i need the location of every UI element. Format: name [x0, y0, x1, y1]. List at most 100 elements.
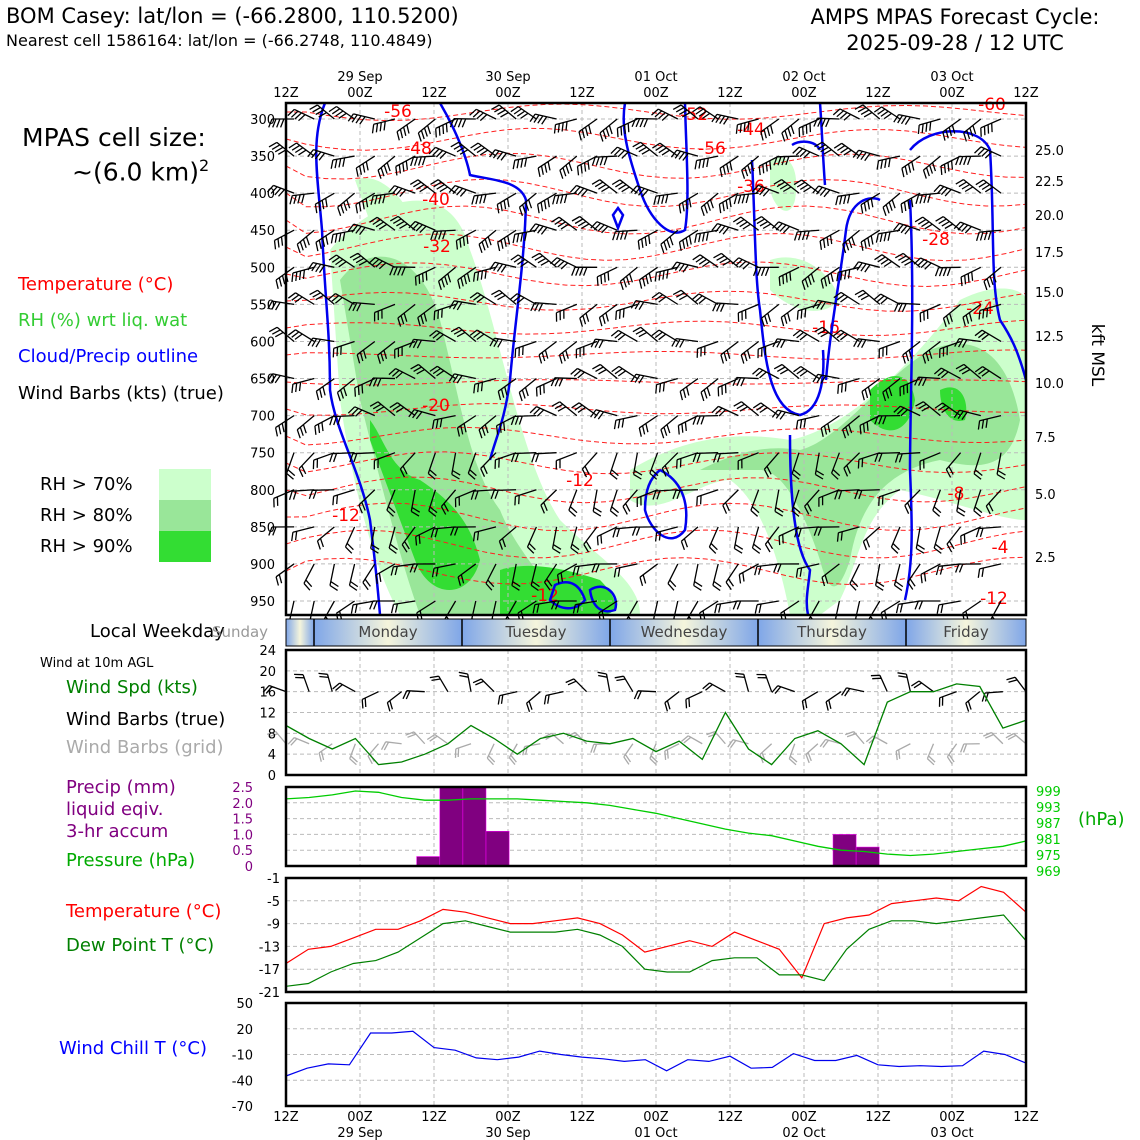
wind-barb	[919, 303, 941, 323]
wind-barb	[942, 303, 962, 327]
surface-wind-barb-true	[801, 691, 819, 710]
wind-barb	[613, 563, 638, 578]
wind-barb	[764, 526, 780, 553]
wind-barb	[287, 292, 315, 305]
wind-barb	[932, 489, 942, 517]
wind-barb	[350, 600, 375, 614]
wind-barb	[328, 254, 355, 268]
wind-barb	[819, 229, 840, 250]
wind-barb	[555, 452, 578, 470]
wind-barb	[899, 377, 921, 397]
wind-barb	[591, 179, 618, 194]
wind-barb	[390, 563, 416, 576]
wind-barb	[472, 266, 497, 282]
wind-barb	[907, 563, 921, 590]
wind-barb	[510, 254, 537, 268]
wind-barb	[935, 216, 962, 231]
wind-barb	[612, 526, 638, 538]
wind-barb	[738, 563, 759, 584]
wind-barb	[731, 257, 759, 270]
wind-barb	[758, 155, 780, 176]
cloud-outline-path	[909, 130, 1028, 381]
wind-barb	[510, 414, 537, 426]
surface-wind-barb-true	[756, 673, 773, 692]
rh-region	[940, 387, 967, 421]
axis-labels: Sunday Monday Tuesday Wednesday Thursday Frid…	[212, 70, 1107, 1140]
wind-barb	[497, 378, 517, 401]
weekday-cell	[462, 619, 610, 646]
wind-barb	[833, 329, 860, 343]
temp-ytick: -5	[267, 895, 280, 910]
wind-barb	[489, 261, 517, 273]
time-tick-top: 12Z	[717, 86, 743, 101]
wind-barb	[696, 489, 719, 506]
wind-barb	[529, 406, 557, 417]
wind-barb	[551, 526, 562, 554]
wind-barb	[859, 415, 881, 435]
wind-barb	[609, 489, 620, 517]
wind-barb	[796, 303, 820, 320]
wind-barb	[330, 155, 355, 169]
wind-barb	[737, 303, 759, 322]
chart-subtitle-left: Nearest cell 1586164: lat/lon = (-66.274…	[6, 31, 433, 50]
wind-barb	[570, 367, 598, 380]
wind-barb	[719, 155, 739, 178]
wind-barb	[394, 340, 416, 359]
wind-barb	[874, 452, 901, 463]
surface-wind-barb-grid	[380, 741, 402, 751]
wind-barb	[289, 192, 315, 205]
wind-barb	[781, 118, 800, 142]
wind-barb	[543, 563, 558, 591]
wind-barb	[347, 406, 376, 417]
wind-barb	[529, 113, 557, 125]
wind-barb	[431, 563, 456, 578]
cell-size-value: ~(6.0 km)2	[72, 156, 209, 186]
weekday-day-label: Wednesday	[641, 623, 728, 641]
wind-barb	[572, 563, 598, 576]
wind-barb	[369, 216, 396, 231]
wind-barb	[616, 118, 638, 138]
weekday-day-label: Tuesday	[504, 623, 566, 641]
wind-barb	[389, 402, 416, 417]
wind-barb	[622, 489, 638, 515]
date-label-top: 02 Oct	[782, 70, 825, 85]
windchill-ytick: -70	[232, 1100, 253, 1115]
time-tick-bottom: 12Z	[1013, 1110, 1039, 1125]
wind-barb	[873, 106, 901, 120]
surface-wind-barb-grid	[788, 743, 798, 766]
wind-barb	[962, 303, 982, 327]
wind-barb	[514, 340, 537, 358]
temperature-contour	[285, 319, 1027, 337]
wind-speed-line	[285, 683, 1027, 766]
temperature-contour	[285, 556, 1027, 585]
wind-barb	[329, 414, 355, 426]
wind-barb	[410, 489, 421, 517]
wind-barb	[273, 489, 295, 508]
wind-barb	[778, 266, 800, 286]
date-label-bottom: 29 Sep	[337, 1126, 382, 1140]
pressure-ytick: 993	[1036, 801, 1061, 816]
wind-barb	[550, 600, 577, 610]
height-kft-tick: 12.5	[1035, 330, 1064, 345]
wind-barb	[575, 340, 598, 359]
legend-rh90-swatch	[159, 531, 211, 562]
wind-barb	[489, 337, 517, 348]
wind-barb	[388, 185, 416, 197]
wind-barb	[472, 526, 497, 542]
wind-barb	[836, 266, 860, 282]
wind-barb	[568, 489, 578, 517]
wind-barb	[917, 118, 941, 135]
wind-barb	[332, 340, 355, 358]
wind-barb	[454, 489, 477, 508]
weekday-label: Local Weekday	[90, 621, 225, 642]
wind-barb	[590, 221, 618, 234]
wind-barb	[291, 266, 315, 282]
cloud-outline-path	[438, 102, 528, 461]
height-kft-tick: 15.0	[1035, 286, 1064, 301]
surface-wind-barb-grid	[349, 743, 358, 766]
pressure-level-tick: 550	[250, 298, 275, 313]
wind-barb	[795, 563, 820, 578]
wind-barb	[754, 600, 779, 614]
wind-barb	[536, 192, 557, 214]
wind-barb	[933, 184, 961, 197]
